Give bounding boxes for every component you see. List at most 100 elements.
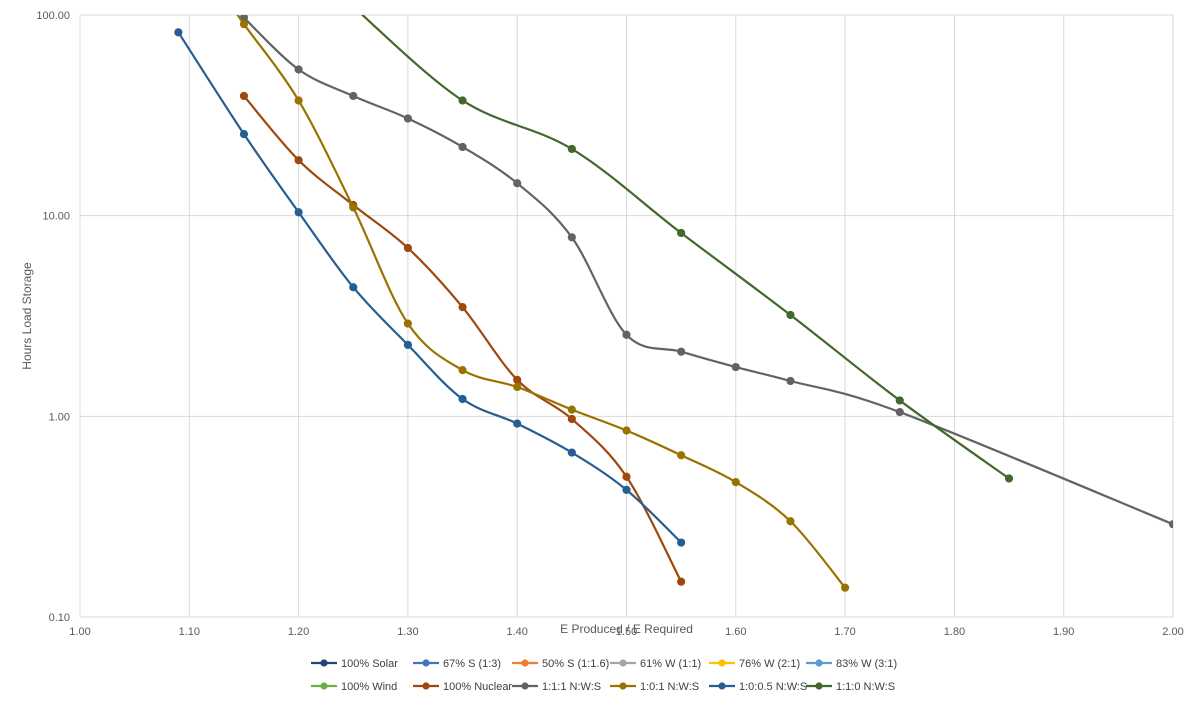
legend-marker <box>718 659 726 667</box>
data-point <box>458 96 467 105</box>
data-point <box>403 340 412 349</box>
x-tick-label: 1.10 <box>179 626 200 638</box>
legend-label: 61% W (1:1) <box>640 658 701 670</box>
series-line <box>243 95 683 583</box>
series-line <box>243 16 1173 526</box>
data-point <box>895 396 904 405</box>
legend-marker <box>815 682 823 690</box>
data-point <box>458 365 467 375</box>
data-point <box>622 426 631 435</box>
data-point <box>1168 520 1173 529</box>
data-point <box>513 179 522 188</box>
legend-item: 67% S (1:3) <box>413 658 501 670</box>
x-tick-label: 2.00 <box>1162 626 1183 638</box>
series-line <box>236 15 846 589</box>
data-point <box>174 28 183 37</box>
x-tick-label: 1.70 <box>834 626 855 638</box>
legend-label: 1:0:0.5 N:W:S <box>739 681 807 693</box>
legend-label: 100% Nuclear <box>443 681 512 693</box>
data-point <box>458 142 467 152</box>
data-point <box>349 203 358 212</box>
axis-ticks: 1.00 1.10 1.20 1.30 1.40 1.50 1.60 1.70 1.80 1.90… <box>36 10 1183 638</box>
data-point <box>294 96 303 105</box>
legend-item: 61% W (1:1) <box>610 658 701 670</box>
series-line <box>360 15 1010 480</box>
legend-label: 1:0:1 N:W:S <box>640 681 699 693</box>
legend-label: 50% S (1:1.6) <box>542 658 609 670</box>
data-point <box>622 485 631 494</box>
legend-item: 1:0:0.5 N:W:S <box>709 681 807 693</box>
series-group <box>174 15 1173 592</box>
legend-item: 76% W (2:1) <box>709 658 800 670</box>
data-point <box>513 375 522 384</box>
legend-label: 67% S (1:3) <box>443 658 501 670</box>
legend-item: 1:1:0 N:W:S <box>806 681 895 693</box>
data-point <box>513 419 522 428</box>
legend-label: 1:1:0 N:W:S <box>836 681 895 693</box>
data-point <box>567 405 576 414</box>
data-point <box>567 233 576 242</box>
data-point <box>294 208 303 217</box>
data-point <box>731 362 740 372</box>
legend-label: 83% W (3:1) <box>836 658 897 670</box>
x-tick-label: 1.50 <box>616 626 637 638</box>
x-tick-label: 1.60 <box>725 626 746 638</box>
data-point <box>895 407 904 417</box>
data-point <box>731 478 740 487</box>
data-point <box>677 228 686 238</box>
plot-series <box>174 15 1173 592</box>
legend-item: 1:0:1 N:W:S <box>610 681 699 693</box>
data-point <box>677 451 686 460</box>
legend-label: 1:1:1 N:W:S <box>542 681 601 693</box>
x-tick-label: 1.00 <box>69 626 90 638</box>
x-tick-label: 1.80 <box>944 626 965 638</box>
legend: 100% Solar 67% S (1:3) 50% S (1:1.6) 61% W … <box>311 658 897 693</box>
x-tick-label: 1.90 <box>1053 626 1074 638</box>
legend-label: 100% Solar <box>341 658 398 670</box>
data-point <box>622 472 631 481</box>
data-point <box>677 538 686 547</box>
data-point <box>349 91 358 101</box>
plot-grid <box>79 14 1174 618</box>
data-point <box>239 91 249 101</box>
legend-marker <box>815 659 823 667</box>
legend-marker <box>422 682 430 690</box>
legend-item: 100% Solar <box>311 658 398 670</box>
legend-item: 83% W (3:1) <box>806 658 897 670</box>
x-tick-label: 1.30 <box>397 626 418 638</box>
legend-marker <box>320 682 328 690</box>
legend-marker <box>718 682 726 690</box>
legend-marker <box>320 659 328 667</box>
data-point <box>403 319 412 328</box>
data-point <box>786 517 795 526</box>
data-point <box>458 394 467 404</box>
y-axis-title: Hours Load Storage <box>20 262 34 370</box>
data-point <box>677 577 686 586</box>
legend-marker <box>422 659 430 667</box>
legend-marker <box>619 659 627 667</box>
legend-label: 100% Wind <box>341 681 397 693</box>
legend-item: 1:1:1 N:W:S <box>512 681 601 693</box>
legend-item: 100% Wind <box>311 681 397 693</box>
data-point <box>622 330 631 339</box>
x-tick-label: 1.40 <box>506 626 527 638</box>
legend-label: 76% W (2:1) <box>739 658 800 670</box>
data-point <box>458 303 467 312</box>
series-line <box>177 31 682 544</box>
y-tick-label: 1.00 <box>49 411 70 423</box>
data-point <box>294 156 303 165</box>
legend-marker <box>521 659 529 667</box>
data-point <box>349 283 358 292</box>
y-tick-label: 0.10 <box>49 612 70 624</box>
data-point <box>403 243 412 253</box>
legend-item: 50% S (1:1.6) <box>512 658 609 670</box>
data-point <box>841 583 850 592</box>
data-point <box>677 347 686 356</box>
data-point <box>567 144 576 154</box>
data-point <box>786 376 795 386</box>
y-tick-label: 100.00 <box>36 10 70 22</box>
data-point <box>294 65 303 74</box>
legend-marker <box>521 682 529 690</box>
data-point <box>786 310 795 320</box>
